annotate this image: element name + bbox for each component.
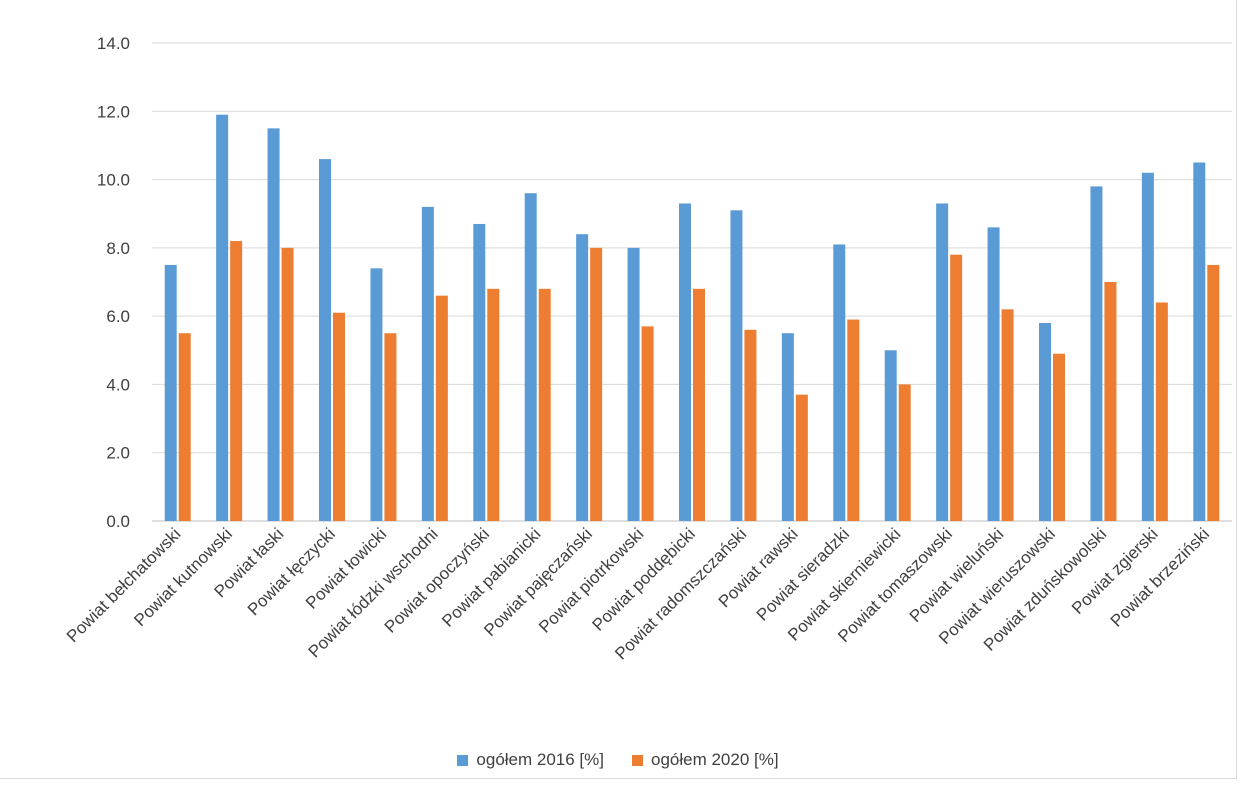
y-tick-label: 6.0 <box>106 307 130 326</box>
bar-2020 <box>950 254 963 521</box>
legend-label-2020: ogółem 2020 [%] <box>651 750 779 769</box>
bar-2016 <box>1193 162 1206 521</box>
bar-2020 <box>1155 302 1168 521</box>
bar-2016 <box>164 264 177 521</box>
x-category-label: Powiat brzeziński <box>1107 524 1213 630</box>
bar-2016 <box>370 268 383 521</box>
bar-2016 <box>267 128 280 521</box>
bar-2020 <box>230 241 243 521</box>
y-tick-label: 10.0 <box>97 171 130 190</box>
y-tick-label: 12.0 <box>97 102 130 121</box>
bar-2020 <box>538 288 551 521</box>
bar-2020 <box>795 394 808 521</box>
bar-2020 <box>178 333 191 521</box>
bar-2016 <box>987 227 1000 521</box>
bar-2020 <box>898 384 911 521</box>
bar-2020 <box>487 288 500 521</box>
x-category-label: Powiat wieluński <box>906 524 1008 626</box>
bar-2020 <box>847 319 860 521</box>
bar-2020 <box>281 247 294 521</box>
bar-2016 <box>1090 186 1103 521</box>
bar-2016 <box>319 159 331 522</box>
legend-label-2016: ogółem 2016 [%] <box>476 750 604 769</box>
chart-area: 0.0 2.0 4.0 6.0 8.0 10.0 12.0 14.0 Powiat bełcha… <box>0 0 1237 779</box>
bar-2020 <box>590 247 603 521</box>
bar-2016 <box>936 203 949 521</box>
bar-2016 <box>627 247 640 521</box>
bar-2020 <box>1207 264 1220 521</box>
y-tick-label: 14.0 <box>97 34 130 53</box>
bar-2016 <box>421 206 434 521</box>
bar-2020 <box>435 295 448 521</box>
legend-item-2016: ogółem 2016 [%] <box>457 750 604 770</box>
bar-2016 <box>884 350 897 521</box>
bar-2020 <box>1053 353 1065 521</box>
bar-2020 <box>744 329 757 521</box>
legend-swatch-2020 <box>632 754 643 766</box>
bar-2020 <box>693 288 705 521</box>
bar-2016 <box>216 114 229 521</box>
bar-2016 <box>679 203 691 521</box>
bar-2016 <box>473 223 486 521</box>
bar-2020 <box>333 312 345 521</box>
bar-2020 <box>1001 309 1014 521</box>
bar-2016 <box>730 210 743 522</box>
x-category-label: Powiat sieradzki <box>753 524 853 624</box>
bar-2016 <box>1141 172 1154 521</box>
bar-2016 <box>1039 322 1051 521</box>
bar-2016 <box>524 193 537 521</box>
y-tick-label: 0.0 <box>106 512 130 531</box>
legend: ogółem 2016 [%] ogółem 2020 [%] <box>0 748 1236 772</box>
bar-2016 <box>833 244 846 521</box>
y-tick-label: 2.0 <box>106 444 130 463</box>
y-tick-label: 8.0 <box>106 239 130 258</box>
y-tick-label: 4.0 <box>106 375 130 394</box>
bar-2020 <box>1104 282 1117 521</box>
bar-2016 <box>576 234 589 521</box>
x-category-label: Powiat łęczycki <box>244 524 339 619</box>
bar-2016 <box>781 333 794 521</box>
legend-item-2020: ogółem 2020 [%] <box>632 750 779 770</box>
bar-2020 <box>641 326 654 521</box>
legend-swatch-2016 <box>457 754 469 766</box>
bar-2020 <box>384 333 397 521</box>
